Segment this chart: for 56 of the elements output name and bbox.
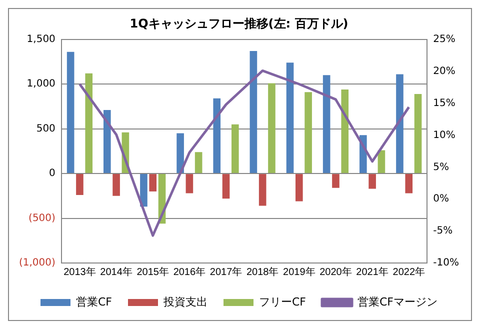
- y2-tick-label: 10%: [433, 130, 456, 141]
- bar: [332, 174, 340, 188]
- y2-tick-label: 0%: [433, 194, 450, 205]
- bar: [194, 152, 202, 174]
- bar: [66, 52, 74, 174]
- y-tick-label: 1,500: [26, 34, 56, 45]
- y2-tick-label: -5%: [433, 226, 453, 237]
- x-tick-label: 2020年: [320, 266, 352, 278]
- x-tick-label: 2014年: [100, 266, 132, 278]
- bar: [103, 110, 111, 174]
- x-tick-label: 2017年: [210, 266, 242, 278]
- bar: [368, 174, 376, 189]
- bar: [258, 174, 266, 206]
- bar: [296, 174, 303, 202]
- y2-tick-label: 25%: [433, 34, 456, 45]
- chart-title: 1Qキャッシュフロー推移(左: 百万ドル): [130, 16, 348, 30]
- bar: [85, 73, 93, 174]
- bar: [286, 62, 294, 174]
- legend-label: 営業CFマージン: [358, 295, 438, 308]
- y-tick-label: 500: [36, 123, 56, 134]
- y-tick-label: (500): [28, 212, 56, 224]
- bar: [176, 133, 184, 174]
- bar: [322, 75, 330, 174]
- y2-tick-label: -10%: [433, 258, 460, 269]
- bar: [76, 174, 84, 196]
- legend-label: 投資支出: [162, 295, 208, 308]
- y-tick-label: 1,000: [26, 78, 56, 90]
- bar: [149, 174, 157, 192]
- bar: [250, 51, 258, 174]
- bar: [222, 174, 230, 199]
- x-tick-label: 2022年: [392, 266, 426, 278]
- bar: [112, 174, 120, 196]
- y2-tick-label: 5%: [433, 162, 450, 173]
- y-tick-label: 0: [49, 168, 56, 180]
- y2-tick-label: 20%: [433, 66, 456, 77]
- y-tick-label: (1,000): [18, 258, 56, 269]
- bar: [405, 174, 413, 194]
- bar: [231, 124, 239, 174]
- x-tick-label: 2018年: [246, 266, 279, 278]
- bar: [140, 174, 148, 207]
- legend-label: 営業CF: [76, 295, 112, 308]
- y2-tick-label: 15%: [433, 98, 456, 109]
- x-tick-label: 2019年: [283, 266, 316, 278]
- bar: [304, 92, 312, 174]
- x-tick-label: 2016年: [173, 266, 206, 278]
- bar: [414, 94, 422, 174]
- bar: [378, 150, 386, 174]
- x-tick-label: 2021年: [356, 266, 388, 278]
- bar: [341, 89, 349, 174]
- legend-label: フリーCF: [258, 295, 306, 308]
- bar: [213, 98, 221, 174]
- bar: [396, 74, 404, 174]
- x-tick-label: 2013年: [64, 266, 96, 278]
- bar: [268, 83, 276, 174]
- bar: [186, 174, 194, 194]
- x-tick-label: 2015年: [136, 266, 169, 278]
